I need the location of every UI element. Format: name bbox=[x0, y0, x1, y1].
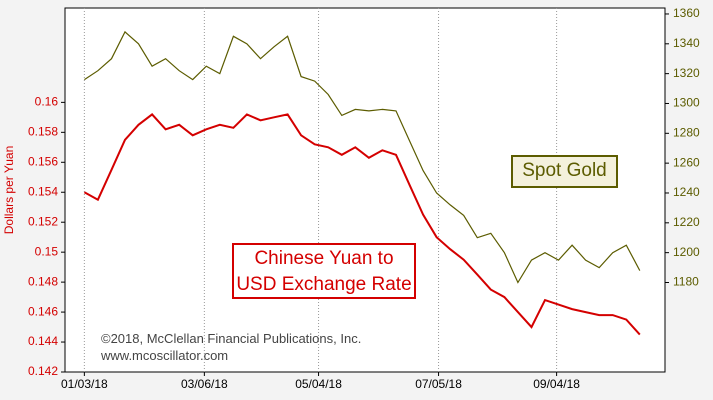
series-line bbox=[83, 113, 641, 336]
y-tick-label: 0.152 bbox=[28, 214, 58, 228]
series-line bbox=[84, 30, 641, 284]
legend-yuan: Chinese Yuan to USD Exchange Rate bbox=[232, 243, 416, 299]
y-axis-label: Dollars per Yuan bbox=[2, 146, 16, 235]
y-tick-label: 0.154 bbox=[28, 184, 58, 198]
y2-tick-label: 1180 bbox=[673, 275, 699, 289]
x-tick-label: 09/04/18 bbox=[533, 377, 580, 391]
y2-tick-label: 1220 bbox=[673, 215, 700, 229]
legend-gold: Spot Gold bbox=[511, 155, 618, 188]
y-tick-label: 0.146 bbox=[28, 304, 58, 318]
y2-tick-label: 1340 bbox=[673, 36, 700, 50]
y-tick-label: 0.142 bbox=[28, 364, 58, 378]
y2-tick-label: 1300 bbox=[673, 96, 700, 110]
plot-area bbox=[64, 7, 666, 373]
y2-tick-label: 1240 bbox=[673, 185, 700, 199]
x-tick-label: 01/03/18 bbox=[61, 377, 108, 391]
y-tick-label: 0.158 bbox=[28, 125, 58, 139]
y-tick-label: 0.144 bbox=[28, 334, 58, 348]
y2-tick-label: 1320 bbox=[673, 66, 700, 80]
y2-tick-label: 1200 bbox=[673, 245, 700, 259]
y-tick-label: 0.148 bbox=[28, 274, 58, 288]
x-tick-label: 03/06/18 bbox=[181, 377, 228, 391]
y2-tick-label: 1280 bbox=[673, 125, 700, 139]
y-tick-label: 0.156 bbox=[28, 154, 58, 168]
x-tick-label: 07/05/18 bbox=[415, 377, 462, 391]
y-tick-label: 0.16 bbox=[35, 95, 59, 109]
website: www.mcoscillator.com bbox=[101, 348, 229, 363]
x-tick-label: 05/04/18 bbox=[295, 377, 342, 391]
y2-tick-label: 1360 bbox=[673, 6, 700, 20]
y2-tick-label: 1260 bbox=[673, 155, 700, 169]
copyright: ©2018, McClellan Financial Publications,… bbox=[101, 331, 362, 346]
y-tick-label: 0.15 bbox=[35, 244, 59, 258]
